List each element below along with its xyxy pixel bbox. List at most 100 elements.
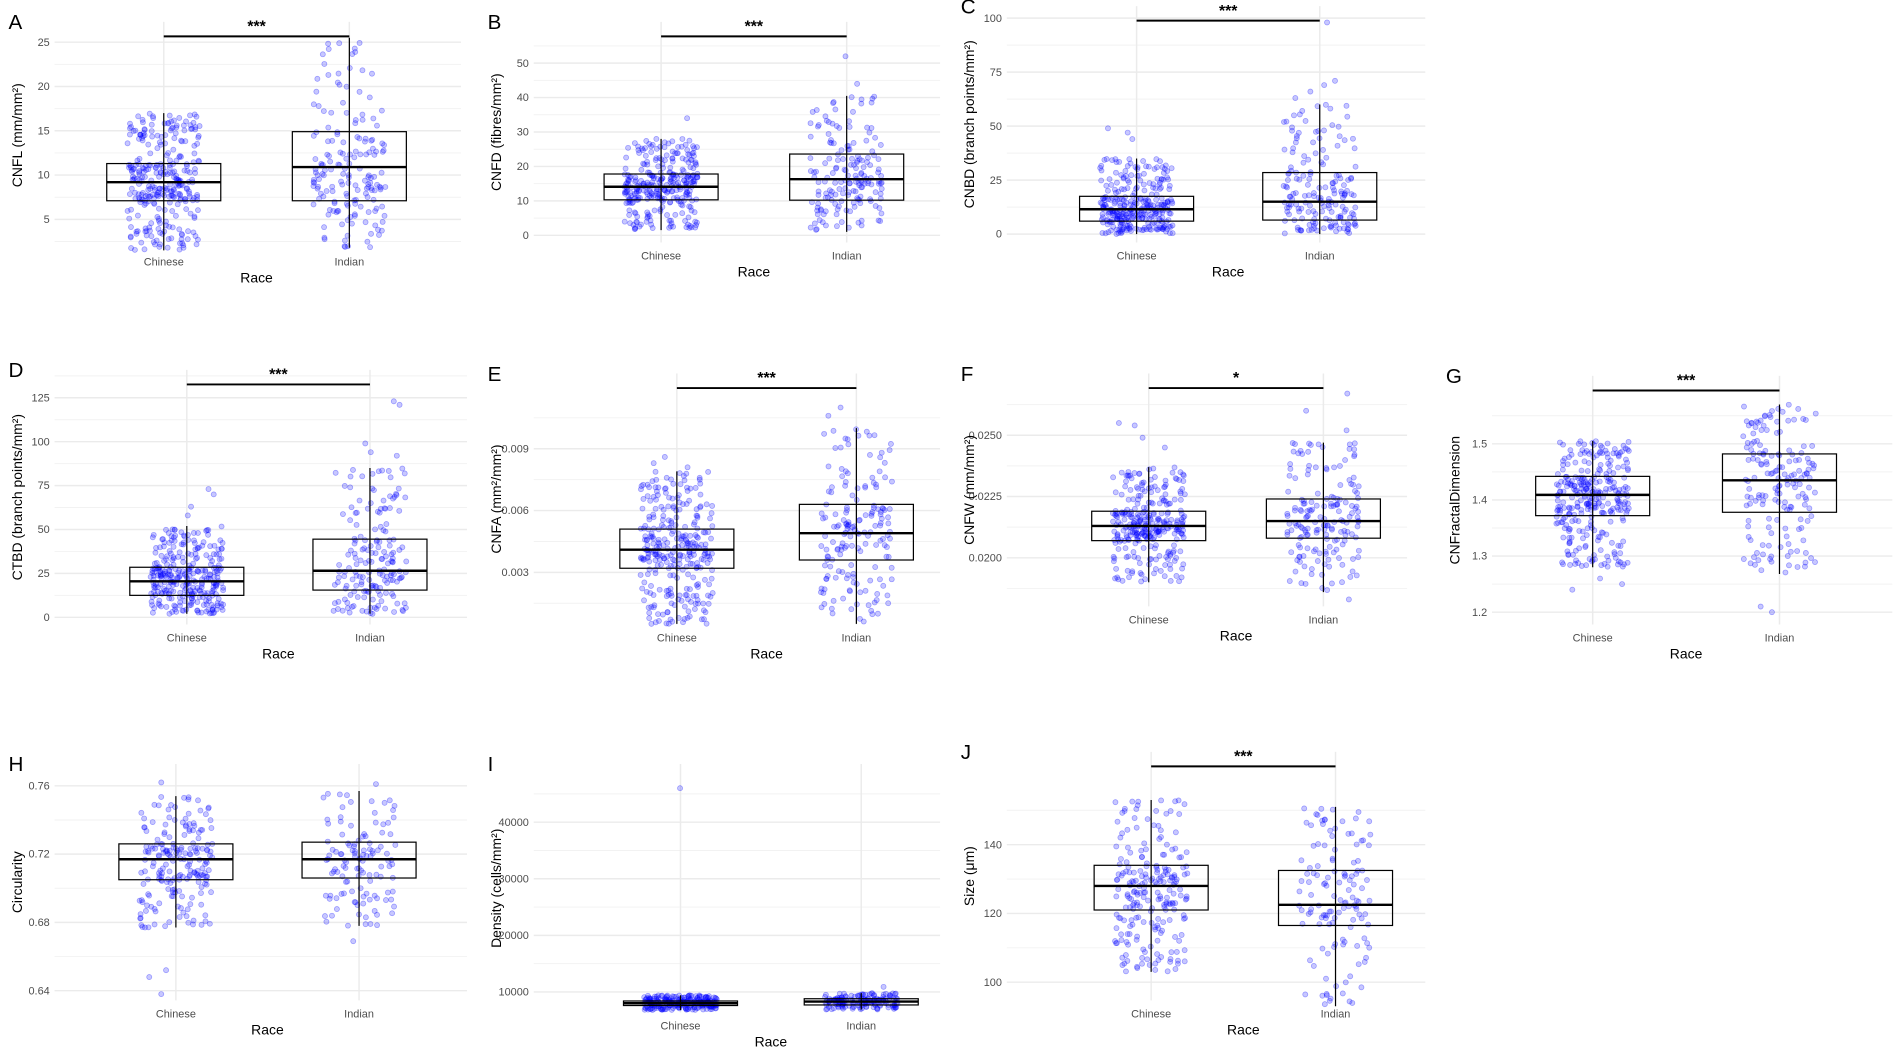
data-point: [1787, 548, 1794, 555]
data-point: [1578, 562, 1585, 569]
data-point: [152, 164, 159, 171]
data-point: [681, 197, 687, 204]
data-point: [153, 237, 160, 244]
data-point: [357, 557, 364, 564]
data-point: [685, 221, 691, 228]
data-point: [150, 239, 157, 245]
data-point: [127, 233, 134, 240]
data-point: [1147, 211, 1154, 218]
data-point: [187, 901, 194, 908]
data-point: [126, 191, 133, 198]
data-point: [371, 908, 378, 914]
data-point: [192, 124, 199, 131]
data-point: [189, 894, 195, 901]
data-point: [630, 221, 637, 228]
data-point: [163, 861, 169, 868]
data-point: [644, 158, 650, 165]
data-point: [833, 223, 840, 230]
data-point: [329, 912, 335, 919]
x-tick-label: Chinese: [1131, 1008, 1171, 1020]
data-point: [1597, 467, 1604, 474]
data-point: [688, 598, 694, 605]
data-point: [1117, 915, 1124, 922]
data-point: [700, 529, 707, 536]
data-point: [126, 131, 133, 138]
data-point: [366, 896, 373, 903]
data-point: [177, 153, 183, 159]
data-point: [1337, 214, 1344, 221]
data-point: [878, 449, 885, 456]
data-point: [1353, 572, 1360, 579]
data-point: [1154, 866, 1161, 873]
data-point: [1167, 566, 1174, 572]
data-point: [1560, 461, 1566, 468]
data-point: [829, 610, 836, 617]
data-point: [1131, 815, 1138, 821]
data-point: [1583, 532, 1590, 539]
data-point: [141, 132, 148, 139]
data-point: [333, 895, 340, 902]
data-point: [1099, 200, 1105, 207]
data-point: [1557, 509, 1563, 516]
data-point: [1166, 887, 1173, 893]
outlier-point: [390, 398, 397, 405]
data-point: [339, 831, 346, 838]
data-point: [182, 195, 188, 202]
data-point: [648, 143, 654, 150]
data-point: [675, 179, 682, 186]
data-point: [365, 184, 372, 190]
data-point: [859, 184, 866, 191]
data-point: [143, 232, 150, 239]
data-point: [1747, 537, 1754, 544]
data-point: [1167, 877, 1174, 884]
data-point: [694, 514, 701, 521]
data-point: [195, 236, 201, 243]
data-point: [126, 164, 132, 171]
data-point: [1158, 834, 1164, 840]
data-point: [1341, 873, 1348, 880]
data-point: [181, 127, 188, 134]
data-point: [338, 891, 345, 897]
data-point: [1615, 464, 1621, 471]
data-point: [1298, 878, 1305, 884]
data-point: [1314, 863, 1321, 869]
data-point: [818, 206, 824, 213]
data-point: [681, 477, 688, 484]
data-point: [336, 40, 343, 47]
data-point: [145, 849, 152, 856]
panel-letter: A: [8, 11, 22, 34]
data-point: [196, 123, 203, 129]
data-point: [164, 561, 170, 568]
data-point: [219, 540, 226, 546]
data-point: [1148, 489, 1155, 496]
data-point: [635, 195, 642, 201]
data-point: [169, 526, 176, 533]
data-point: [1310, 190, 1317, 196]
data-point: [1579, 528, 1586, 535]
data-point: [378, 863, 385, 870]
data-point: [1117, 223, 1124, 230]
data-point: [1118, 230, 1125, 237]
data-point: [193, 113, 200, 120]
data-point: [138, 239, 145, 246]
data-point: [670, 503, 677, 510]
data-point: [1120, 209, 1127, 216]
data-point: [335, 606, 341, 612]
outlier-point: [880, 983, 887, 990]
data-point: [703, 501, 710, 508]
data-point: [709, 503, 716, 509]
data-point: [1157, 893, 1163, 900]
data-point: [1350, 881, 1357, 888]
data-point: [657, 206, 664, 213]
data-point: [807, 155, 814, 162]
data-point: [1322, 101, 1329, 108]
data-point: [1142, 576, 1149, 583]
data-point: [1331, 868, 1338, 875]
data-point: [1560, 441, 1566, 448]
data-point: [653, 155, 660, 162]
x-tick-label: Indian: [1765, 632, 1795, 644]
data-point: [153, 560, 160, 566]
data-point: [642, 152, 649, 159]
data-point: [1140, 545, 1147, 551]
data-point: [1160, 176, 1167, 183]
